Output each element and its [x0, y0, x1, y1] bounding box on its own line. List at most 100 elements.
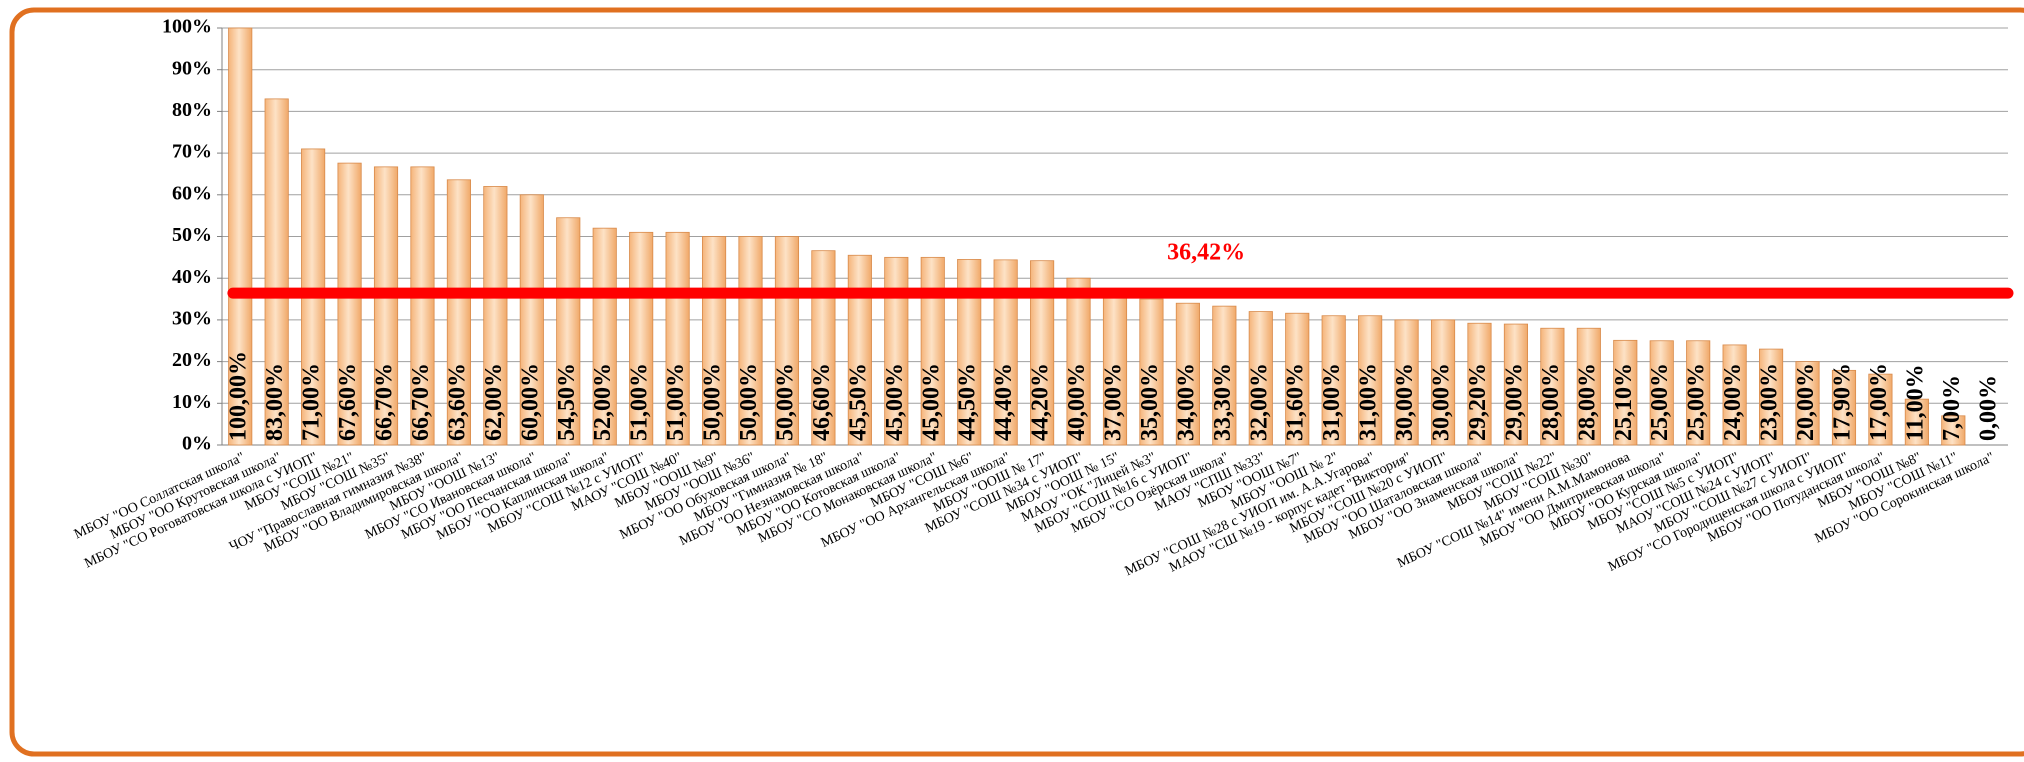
- bar: [446, 179, 471, 446]
- value-label: 11,00%: [1902, 364, 1928, 441]
- value-label: 67,60%: [335, 363, 361, 441]
- value-label: 7,00%: [1939, 375, 1965, 441]
- bar: [665, 231, 690, 446]
- value-label: 35,00%: [1137, 363, 1163, 441]
- value-label: 25,00%: [1684, 363, 1710, 441]
- y-tick-label: 80%: [172, 99, 212, 121]
- y-tick-label: 30%: [172, 307, 212, 329]
- value-label: 34,00%: [1173, 363, 1199, 441]
- bar: [1503, 323, 1529, 446]
- value-label: 24,00%: [1720, 363, 1746, 441]
- bar: [483, 186, 508, 446]
- value-label: 0,00%: [1975, 375, 2001, 441]
- bar: [337, 162, 362, 446]
- value-label: 45,00%: [882, 363, 908, 441]
- value-label: 25,10%: [1611, 363, 1637, 441]
- value-label: 66,70%: [408, 363, 434, 441]
- value-label: 50,00%: [700, 363, 726, 441]
- value-label: 45,50%: [845, 363, 871, 441]
- bar: [1868, 373, 1893, 446]
- bar: [1686, 340, 1711, 446]
- bar: [993, 259, 1018, 446]
- bar: [264, 98, 289, 446]
- value-label: 28,00%: [1574, 363, 1600, 441]
- bar: [1831, 369, 1857, 446]
- bar: [1175, 302, 1200, 446]
- value-label: 44,20%: [1028, 363, 1054, 441]
- value-label: 60,00%: [517, 363, 543, 441]
- value-label: 50,00%: [772, 363, 798, 441]
- bar: [629, 231, 654, 446]
- value-label: 17,00%: [1866, 363, 1892, 441]
- bar: [1904, 398, 1929, 446]
- bar: [1941, 415, 1966, 446]
- bar: [410, 166, 435, 446]
- value-label: 44,40%: [991, 363, 1017, 441]
- value-label: 45,00%: [918, 363, 944, 441]
- bar: [847, 254, 872, 446]
- y-tick-label: 100%: [162, 16, 212, 38]
- y-tick-label: 60%: [172, 182, 212, 204]
- bar: [1540, 327, 1565, 446]
- value-label: 31,00%: [1356, 363, 1382, 441]
- value-label: 40,00%: [1064, 363, 1090, 441]
- value-label: 32,00%: [1246, 363, 1272, 441]
- bar: [1212, 305, 1237, 446]
- bar: [1649, 340, 1674, 446]
- bar: [1139, 298, 1164, 446]
- bar: [1285, 312, 1310, 446]
- value-label: 28,00%: [1538, 363, 1564, 441]
- value-label: 30,00%: [1429, 363, 1455, 441]
- bar: [556, 217, 581, 446]
- bar: [228, 27, 253, 446]
- value-label: 66,70%: [372, 363, 398, 441]
- bar: [1358, 315, 1383, 446]
- bar: [1321, 315, 1346, 446]
- bar: [1722, 344, 1747, 446]
- value-label: 63,60%: [444, 363, 470, 441]
- y-tick-label: 70%: [172, 141, 212, 163]
- value-label: 50,00%: [736, 363, 762, 441]
- value-label: 44,50%: [955, 363, 981, 441]
- value-label: 31,60%: [1283, 363, 1309, 441]
- bar: [1066, 277, 1091, 446]
- value-label: 20,00%: [1793, 363, 1819, 441]
- y-tick-label: 10%: [172, 391, 212, 413]
- frame: [9, 7, 2024, 757]
- y-tick-label: 0%: [182, 433, 212, 455]
- value-label: 51,00%: [663, 363, 689, 441]
- value-label: 46,60%: [809, 363, 835, 441]
- bar: [811, 250, 836, 446]
- bar: [1795, 361, 1820, 446]
- value-label: 52,00%: [590, 363, 616, 441]
- value-label: 100,00%: [226, 351, 252, 441]
- average-label: 36,42%: [1167, 240, 1245, 266]
- bar: [1759, 348, 1784, 446]
- value-label: 37,00%: [1101, 363, 1127, 441]
- bar: [920, 256, 945, 446]
- y-tick-label: 40%: [172, 266, 212, 288]
- bar: [592, 227, 617, 446]
- value-label: 54,50%: [554, 363, 580, 441]
- value-label: 83,00%: [262, 363, 288, 441]
- bar: [373, 166, 399, 446]
- bar: [884, 256, 909, 446]
- bar: [1248, 311, 1273, 446]
- bar: [1030, 260, 1055, 446]
- bar: [1613, 339, 1638, 446]
- value-label: 17,90%: [1829, 363, 1855, 441]
- value-label: 62,00%: [481, 363, 507, 441]
- y-tick-label: 90%: [172, 57, 212, 79]
- y-tick-label: 50%: [172, 224, 212, 246]
- value-label: 23,00%: [1757, 363, 1783, 441]
- value-label: 30,00%: [1392, 363, 1418, 441]
- bar: [1576, 327, 1601, 446]
- value-label: 25,00%: [1647, 363, 1673, 441]
- value-label: 31,00%: [1319, 363, 1345, 441]
- y-tick-label: 20%: [172, 349, 212, 371]
- bar: [1394, 319, 1419, 446]
- value-label: 51,00%: [627, 363, 653, 441]
- bar: [1430, 319, 1456, 446]
- bar: [957, 259, 982, 446]
